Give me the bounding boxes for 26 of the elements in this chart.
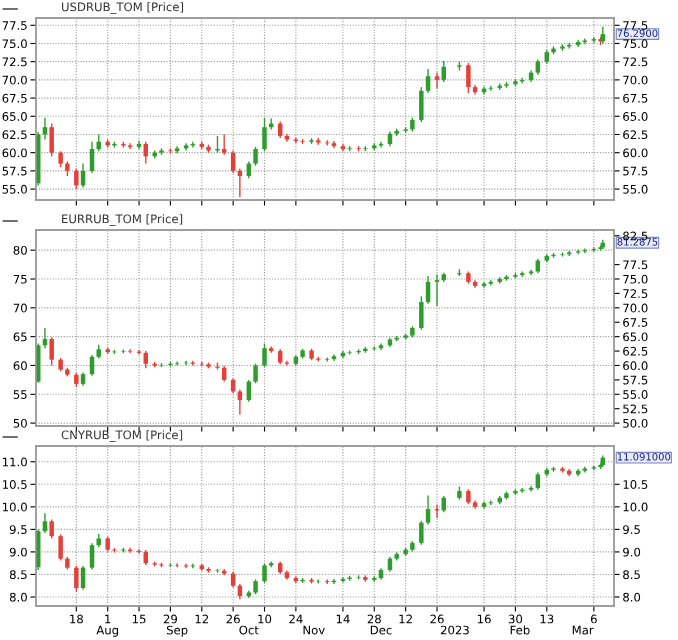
candlestick <box>466 62 471 94</box>
candlestick <box>136 548 142 555</box>
candlestick <box>42 512 48 534</box>
candlestick <box>183 562 189 569</box>
candlestick <box>49 518 54 540</box>
candlestick <box>591 36 597 44</box>
candlestick <box>237 388 243 416</box>
candlestick <box>74 168 79 190</box>
candlestick <box>434 71 440 90</box>
candlestick <box>89 141 95 174</box>
candlestick <box>262 342 267 368</box>
candlestick <box>441 60 446 83</box>
candlestick <box>262 117 267 152</box>
candlestick <box>49 122 54 158</box>
candlestick <box>262 562 267 584</box>
candlestick <box>190 562 196 569</box>
candlestick <box>434 273 440 307</box>
candlestick <box>221 133 227 156</box>
candlestick <box>528 485 534 493</box>
candlestick <box>58 533 63 562</box>
candlestick <box>89 542 95 571</box>
candlestick <box>127 142 133 150</box>
candlestick <box>340 576 346 584</box>
candlestick <box>136 140 142 150</box>
candlestick <box>74 565 79 593</box>
candlestick <box>49 336 54 367</box>
